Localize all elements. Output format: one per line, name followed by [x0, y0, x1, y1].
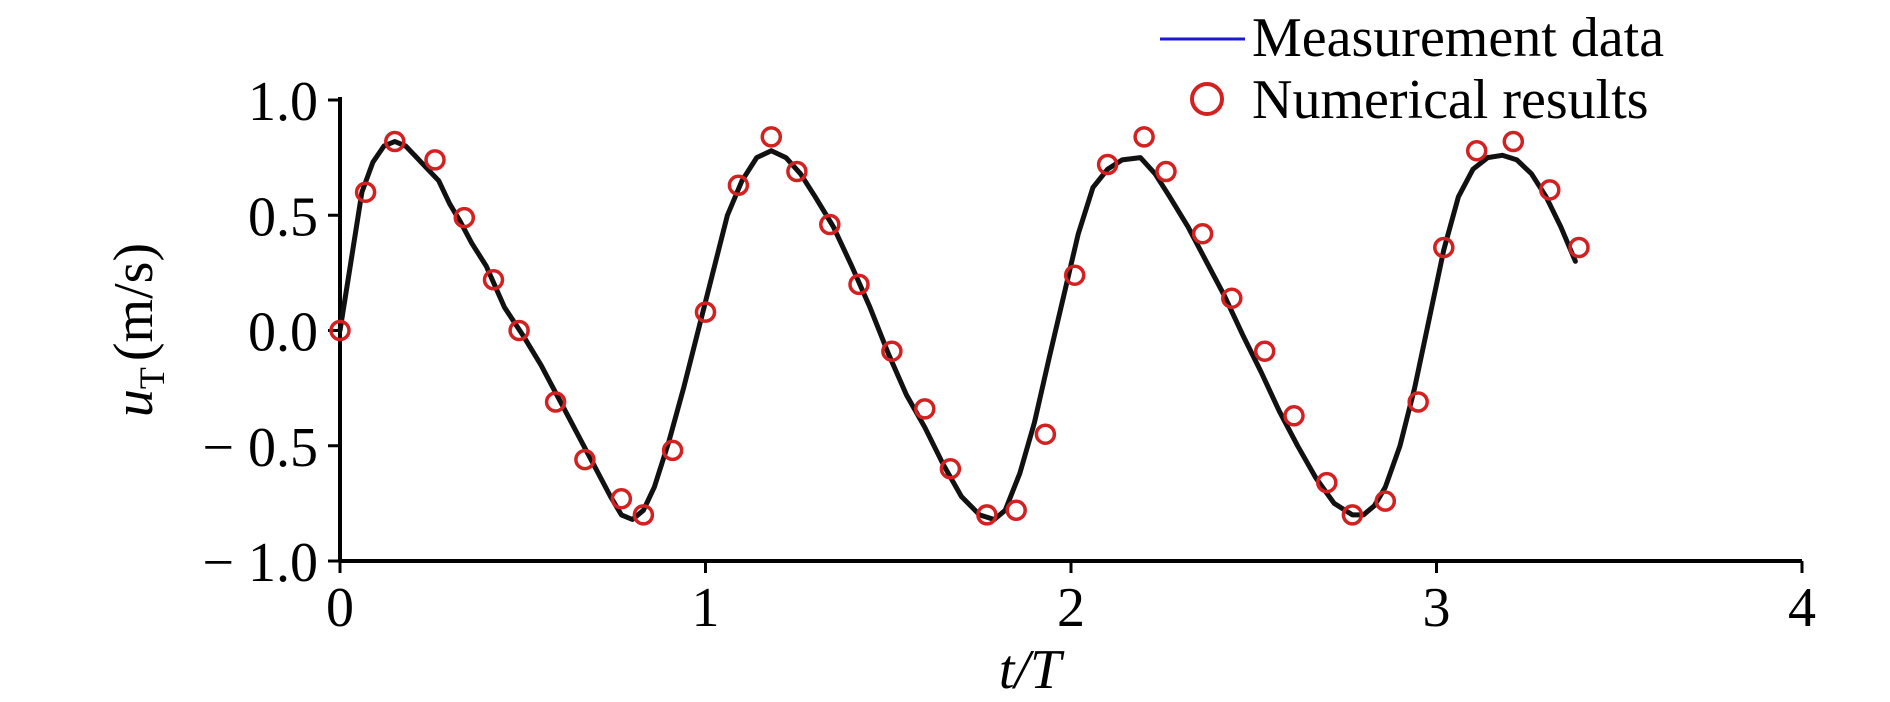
numerical-result-point: [1568, 236, 1590, 259]
numerical-result-point: [848, 273, 870, 296]
series-layer: [329, 126, 1590, 526]
numerical-result-point: [574, 448, 596, 471]
numerical-result-point: [1221, 287, 1243, 309]
legend-circle-marker: [1190, 82, 1224, 116]
numerical-result-point: [1063, 264, 1086, 286]
numerical-result-point: [1433, 236, 1455, 259]
y-tick-label: 1.0: [248, 71, 318, 133]
numerical-result-point: [760, 126, 783, 148]
numerical-result-point: [424, 149, 446, 171]
axes: [338, 97, 1802, 563]
y-axis-subscript: T: [132, 367, 172, 389]
numerical-result-point: [1341, 504, 1364, 526]
numerical-result-point: [914, 398, 936, 420]
numerical-result-point: [819, 213, 841, 236]
y-ticks: 1.0 0.5 0.0 − 0.5 − 1.0: [202, 71, 340, 594]
numerical-result-point: [1155, 160, 1177, 183]
numerical-result-point: [508, 319, 530, 342]
y-tick-label: 0.5: [248, 186, 318, 248]
numerical-result-point: [786, 160, 808, 183]
numerical-result-point: [661, 439, 684, 462]
x-tick-label: 4: [1788, 577, 1816, 639]
numerical-result-point: [881, 340, 903, 362]
numerical-result-point: [1502, 130, 1525, 153]
numerical-result-point: [1283, 405, 1305, 427]
numerical-result-point: [1539, 179, 1561, 201]
legend-label-measurement: Measurement data: [1252, 7, 1664, 69]
numerical-result-point: [1191, 222, 1214, 245]
y-axis-symbol: u: [103, 389, 165, 417]
y-tick-label: 0.0: [248, 302, 318, 364]
numerical-result-point: [976, 504, 998, 526]
numerical-result-point: [1096, 153, 1119, 176]
y-tick-label: − 1.0: [202, 532, 318, 594]
numerical-result-point: [453, 206, 476, 229]
numerical-result-point: [727, 174, 750, 197]
x-tick-label: 3: [1423, 577, 1451, 639]
legend: Measurement data Numerical results: [1160, 7, 1664, 131]
x-tick-label: 1: [692, 577, 720, 639]
numerical-result-point: [329, 319, 351, 342]
x-tick-label: 2: [1057, 577, 1085, 639]
y-tick-label: − 0.5: [202, 417, 318, 479]
legend-label-numerical: Numerical results: [1252, 69, 1649, 131]
numerical-result-point: [632, 504, 655, 526]
y-axis-title: uT (m/s): [103, 243, 172, 417]
x-tick-label: 0: [326, 577, 354, 639]
numerical-result-point: [354, 181, 377, 203]
numerical-result-point: [1407, 391, 1429, 413]
x-axis-title: t/T: [999, 639, 1065, 701]
numerical-result-point: [610, 488, 633, 510]
numerical-result-point: [1465, 139, 1488, 162]
numerical-result-point: [1316, 471, 1338, 494]
x-ticks: 0 1 2 3 4: [326, 561, 1816, 639]
y-axis-unit: (m/s): [103, 243, 165, 361]
numerical-result-point: [1034, 423, 1057, 445]
numerical-result-point: [544, 391, 567, 413]
numerical-result-point: [1133, 126, 1155, 148]
numerical-result-point: [384, 130, 406, 153]
numerical-result-point: [1374, 490, 1397, 512]
numerical-result-point: [482, 269, 505, 291]
numerical-result-point: [1005, 499, 1027, 522]
numerical-result-point: [939, 458, 962, 480]
numerical-result-point: [1253, 340, 1276, 362]
numerical-result-point: [694, 301, 717, 323]
